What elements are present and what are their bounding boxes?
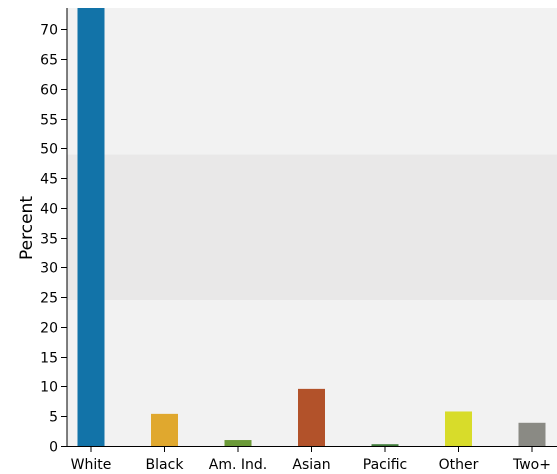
y-tick-label-10: 10 (40, 380, 58, 396)
bar-other (445, 411, 472, 446)
y-tick-label-20: 20 (40, 321, 58, 337)
x-tick-label-6: Two+ (512, 457, 551, 473)
y-tick-label-60: 60 (40, 83, 58, 99)
x-tick-label-2: Am. Ind. (209, 457, 267, 473)
background-bands (67, 8, 557, 446)
y-ticks: 0 5 10 15 20 25 30 35 40 45 50 55 60 65 70 (40, 23, 67, 456)
y-tick-label-50: 50 (40, 142, 58, 158)
x-tick-label-5: Other (439, 457, 479, 473)
y-tick-label-70: 70 (40, 23, 58, 39)
x-ticks: White Black Am. Ind. Asian Pacific Other Two+ (71, 446, 551, 473)
axes (61, 8, 557, 447)
bar-am-ind (224, 440, 252, 446)
y-tick-label-40: 40 (40, 202, 58, 218)
x-tick-label-0: White (71, 457, 112, 473)
y-tick-label-25: 25 (40, 291, 58, 307)
bar-white (77, 8, 105, 446)
y-tick-label-30: 30 (40, 261, 58, 277)
bar-two (518, 422, 546, 446)
bar-asian (298, 388, 325, 446)
x-tick-label-4: Pacific (363, 457, 408, 473)
y-tick-label-55: 55 (40, 113, 58, 129)
y-tick-label-65: 65 (40, 53, 58, 69)
background-band-2 (67, 8, 557, 155)
x-tick-label-3: Asian (292, 457, 330, 473)
y-axis-label: Percent (17, 196, 37, 260)
bars (77, 8, 546, 446)
x-tick-label-1: Black (146, 457, 185, 473)
bar-black (151, 413, 178, 446)
background-band-1 (67, 154, 557, 301)
y-tick-label-15: 15 (40, 351, 58, 367)
bar-pacific (371, 444, 399, 446)
y-tick-label-5: 5 (49, 410, 58, 426)
y-tick-label-35: 35 (40, 232, 58, 248)
y-tick-label-45: 45 (40, 172, 58, 188)
y-tick-label-0: 0 (49, 440, 58, 456)
